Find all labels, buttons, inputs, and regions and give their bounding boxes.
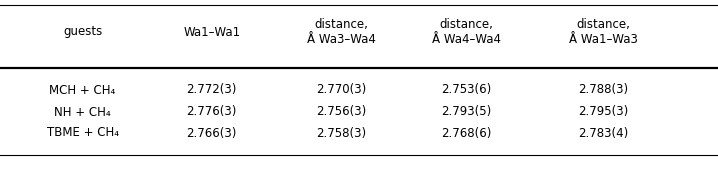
Text: 2.788(3): 2.788(3) (578, 84, 628, 97)
Text: MCH + CH₄: MCH + CH₄ (50, 84, 116, 97)
Text: 2.795(3): 2.795(3) (578, 106, 628, 119)
Text: guests: guests (63, 25, 102, 39)
Text: TBME + CH₄: TBME + CH₄ (47, 126, 118, 139)
Text: 2.766(3): 2.766(3) (187, 126, 237, 139)
Text: 2.772(3): 2.772(3) (187, 84, 237, 97)
Text: Wa1–Wa1: Wa1–Wa1 (183, 25, 241, 39)
Text: 2.756(3): 2.756(3) (316, 106, 366, 119)
Text: 2.793(5): 2.793(5) (442, 106, 492, 119)
Text: 2.776(3): 2.776(3) (187, 106, 237, 119)
Text: 2.768(6): 2.768(6) (442, 126, 492, 139)
Text: 2.753(6): 2.753(6) (442, 84, 492, 97)
Text: 2.758(3): 2.758(3) (316, 126, 366, 139)
Text: distance,
Å Wa3–Wa4: distance, Å Wa3–Wa4 (307, 18, 376, 46)
Text: distance,
Å Wa1–Wa3: distance, Å Wa1–Wa3 (569, 18, 638, 46)
Text: 2.770(3): 2.770(3) (316, 84, 366, 97)
Text: 2.783(4): 2.783(4) (578, 126, 628, 139)
Text: distance,
Å Wa4–Wa4: distance, Å Wa4–Wa4 (432, 18, 501, 46)
Text: NH + CH₄: NH + CH₄ (55, 106, 111, 119)
